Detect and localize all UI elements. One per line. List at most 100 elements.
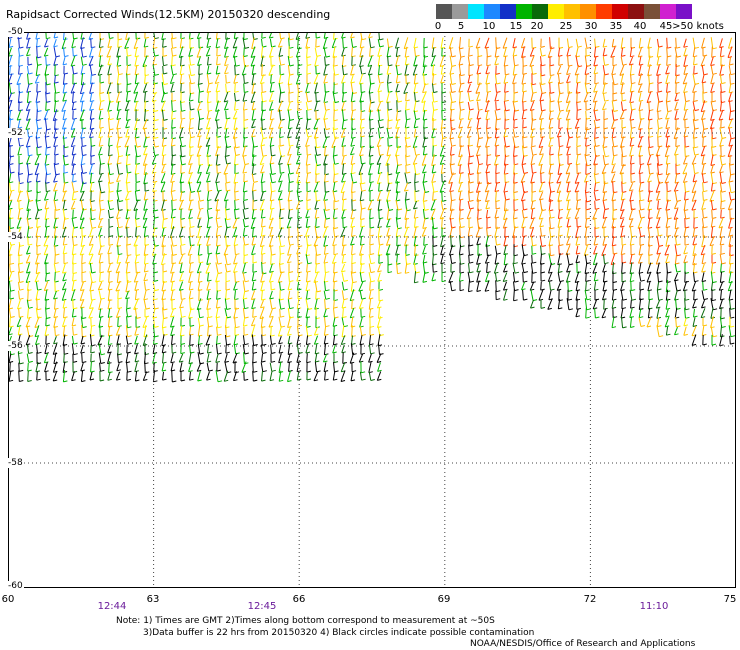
wind-barb-tick <box>377 270 382 273</box>
wind-barb-tick <box>576 145 581 148</box>
wind-barb-tick <box>709 244 715 247</box>
wind-barb <box>116 55 120 67</box>
wind-barb-tick <box>522 126 527 129</box>
wind-barb <box>233 236 237 246</box>
wind-barb-tick <box>423 243 428 246</box>
wind-barb <box>710 83 714 93</box>
wind-barb <box>259 74 265 84</box>
wind-barb <box>189 254 191 264</box>
wind-barb-tick <box>64 146 69 149</box>
wind-barb <box>386 65 390 75</box>
wind-barb <box>233 253 237 265</box>
wind-barb <box>270 253 272 265</box>
wind-barb <box>368 182 372 192</box>
wind-barb <box>278 109 282 121</box>
wind-barb <box>126 181 128 193</box>
wind-barb <box>512 109 516 121</box>
wind-barb <box>513 281 515 291</box>
wind-barb <box>125 209 129 219</box>
wind-barb-tick <box>269 36 274 39</box>
wind-barb <box>44 128 48 138</box>
wind-barb <box>315 263 317 273</box>
wind-barb <box>313 181 319 193</box>
wind-barb <box>503 163 507 175</box>
wind-barb-tick <box>657 207 662 210</box>
wind-barb <box>368 308 372 318</box>
wind-barb <box>476 236 480 246</box>
wind-barb <box>719 165 723 173</box>
wind-barb <box>223 190 229 202</box>
wind-barb-tick <box>107 307 113 310</box>
wind-barb <box>620 82 624 94</box>
wind-barb <box>125 280 129 292</box>
wind-barb-tick <box>134 109 139 112</box>
wind-barb-tick <box>180 217 185 220</box>
wind-barb-tick <box>460 262 465 265</box>
wind-barb <box>422 245 426 255</box>
wind-barb <box>413 110 417 120</box>
wind-barb <box>160 100 166 112</box>
wind-barb-tick <box>296 207 301 210</box>
legend-swatch <box>548 4 564 19</box>
wind-barb <box>297 146 299 156</box>
wind-barb <box>107 281 111 291</box>
wind-barb <box>709 190 715 202</box>
wind-barb-tick <box>162 45 167 48</box>
wind-barb <box>538 154 544 166</box>
wind-barb <box>98 146 102 156</box>
wind-barb-tick <box>550 100 555 103</box>
wind-barb <box>710 56 714 66</box>
wind-barb <box>421 154 427 166</box>
wind-barb <box>179 172 183 184</box>
wind-barb <box>682 281 688 291</box>
wind-barb <box>287 299 291 309</box>
wind-barb <box>153 32 156 39</box>
wind-barb <box>306 271 308 283</box>
wind-barb-tick <box>334 101 340 104</box>
wind-barb <box>72 91 74 103</box>
wind-barb <box>467 83 471 93</box>
wind-barb <box>80 181 84 193</box>
wind-barb <box>682 73 688 85</box>
wind-barb-tick <box>63 171 69 174</box>
wind-barb <box>448 271 454 283</box>
wind-barb <box>440 200 444 210</box>
wind-barb-tick <box>62 63 68 66</box>
wind-barb <box>638 244 642 256</box>
wind-barb-tick <box>46 190 51 193</box>
wind-barb-tick <box>280 307 285 310</box>
wind-barb <box>207 154 209 166</box>
wind-barb <box>702 209 704 219</box>
wind-barb <box>306 263 308 273</box>
wind-barb-tick <box>19 182 24 185</box>
wind-barb-tick <box>179 306 184 309</box>
wind-barb-tick <box>729 180 734 183</box>
wind-barb-tick <box>432 154 437 157</box>
wind-barb <box>179 272 183 282</box>
wind-barb-tick <box>81 280 87 283</box>
wind-barb <box>728 92 732 102</box>
wind-barb-tick <box>674 279 679 282</box>
wind-barb <box>665 65 669 75</box>
wind-barb <box>484 100 490 112</box>
wind-barb <box>188 47 192 57</box>
wind-barb <box>296 110 300 120</box>
wind-barb <box>395 74 399 84</box>
wind-barb <box>250 46 256 58</box>
wind-barb-tick <box>269 55 274 58</box>
wind-barb-tick <box>226 308 231 310</box>
wind-barb <box>548 290 552 300</box>
wind-barb <box>305 118 309 130</box>
wind-barb <box>134 290 138 300</box>
wind-barb-tick <box>657 90 663 93</box>
wind-barb <box>350 38 354 48</box>
wind-barb <box>718 217 724 229</box>
wind-barb <box>17 271 21 283</box>
wind-barb-tick <box>576 118 581 121</box>
wind-barb-tick <box>217 225 222 228</box>
wind-barb-tick <box>485 72 491 75</box>
wind-barb-tick <box>252 270 258 273</box>
wind-barb-tick <box>206 288 211 291</box>
wind-barb-tick <box>325 108 330 111</box>
wind-barb <box>431 272 435 282</box>
